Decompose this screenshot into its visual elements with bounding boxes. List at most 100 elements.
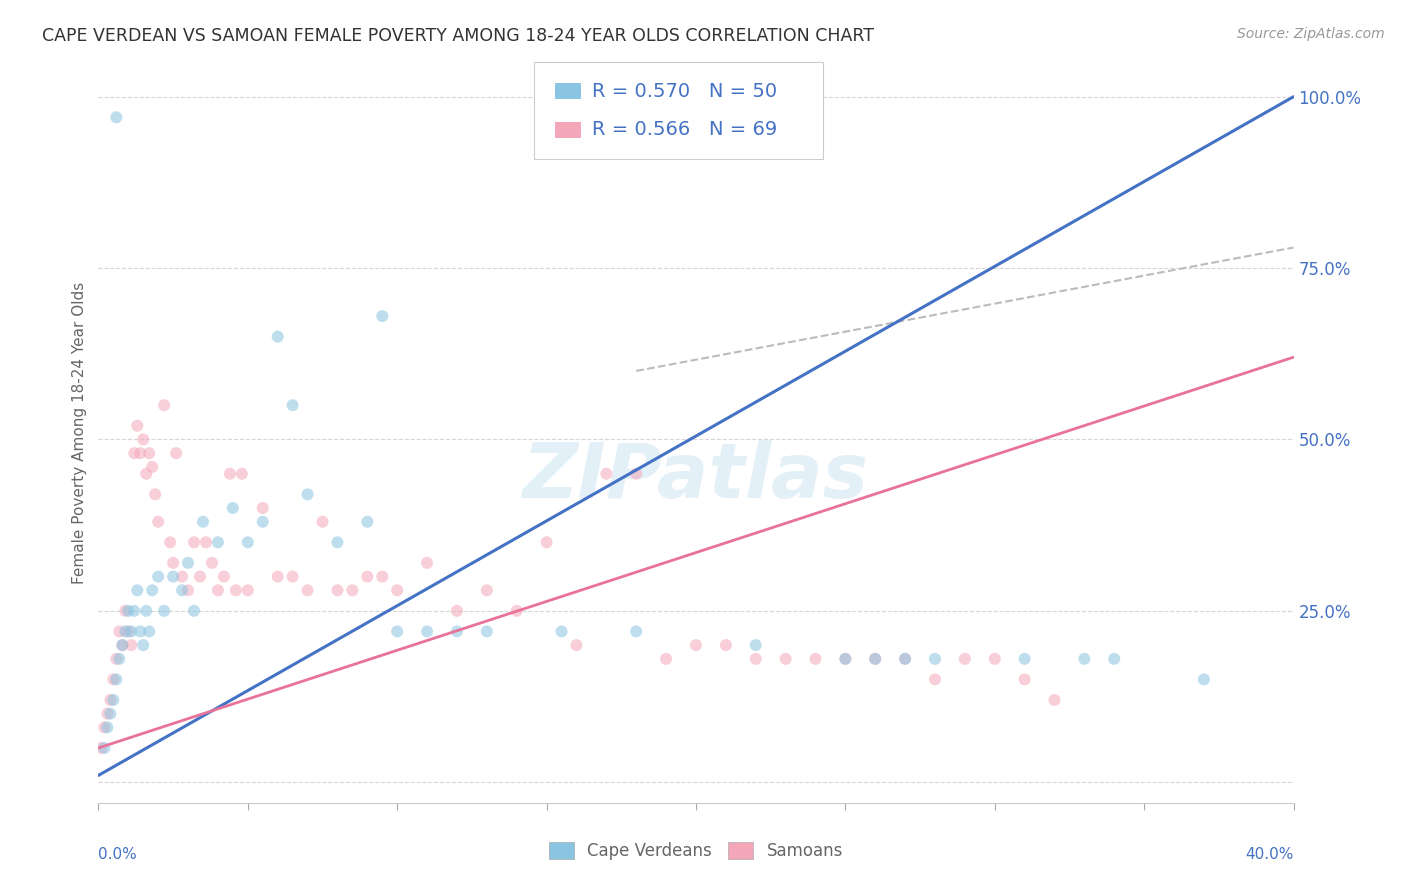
Point [127,418,149,433]
Point [129,446,152,460]
Point [267,569,290,583]
Point [117,604,139,618]
Point [267,329,290,343]
Point [924,652,946,666]
Point [141,583,163,598]
Point [138,446,160,460]
Point [165,446,187,460]
Point [93,741,115,756]
Point [219,467,242,481]
Point [114,624,136,639]
Point [865,652,887,666]
Point [117,624,139,639]
Point [655,652,678,666]
Point [108,624,131,639]
Point [236,535,259,549]
Point [143,487,166,501]
Point [96,720,118,734]
Point [1014,652,1036,666]
Point [111,638,134,652]
Point [103,673,125,687]
Point [595,467,617,481]
Point [1014,673,1036,687]
Point [356,515,378,529]
Point [626,467,648,481]
Point [326,535,349,549]
Text: R = 0.566   N = 69: R = 0.566 N = 69 [592,120,778,139]
Point [135,467,157,481]
Point [111,638,134,652]
Point [183,535,205,549]
Point [536,535,558,549]
Point [311,515,333,529]
Point [124,446,146,460]
Point [141,459,163,474]
Point [416,624,439,639]
Point [231,467,253,481]
Text: CAPE VERDEAN VS SAMOAN FEMALE POVERTY AMONG 18-24 YEAR OLDS CORRELATION CHART: CAPE VERDEAN VS SAMOAN FEMALE POVERTY AM… [42,27,875,45]
Point [356,569,378,583]
Point [201,556,224,570]
Text: 0.0%: 0.0% [98,847,138,863]
Point [225,583,247,598]
Point [105,652,128,666]
Point [105,110,128,124]
Point [135,604,157,618]
Point [148,569,170,583]
Point [120,638,142,652]
Point [177,556,200,570]
Point [475,624,498,639]
Point [172,569,194,583]
Point [191,515,214,529]
Text: 40.0%: 40.0% [1246,847,1294,863]
Point [894,652,917,666]
Point [132,638,155,652]
Point [371,309,394,323]
Point [127,583,149,598]
Point [714,638,737,652]
Point [1043,693,1066,707]
Point [98,693,122,707]
Point [626,624,648,639]
Point [90,741,112,756]
Y-axis label: Female Poverty Among 18-24 Year Olds: Female Poverty Among 18-24 Year Olds [72,282,87,583]
Text: R = 0.570   N = 50: R = 0.570 N = 50 [592,82,778,101]
Point [804,652,827,666]
Point [281,569,304,583]
Point [252,515,274,529]
Text: Source: ZipAtlas.com: Source: ZipAtlas.com [1237,27,1385,41]
Point [297,583,319,598]
Point [188,569,211,583]
Point [236,583,259,598]
Point [297,487,319,501]
Point [222,501,245,516]
Point [124,604,146,618]
Point [894,652,917,666]
Point [162,556,184,570]
Point [183,604,205,618]
Point [177,583,200,598]
Point [207,535,229,549]
Point [984,652,1007,666]
Point [745,652,768,666]
Point [129,624,152,639]
Point [1073,652,1095,666]
Point [446,604,468,618]
Point [108,652,131,666]
Point [416,556,439,570]
Legend: Cape Verdeans, Samoans: Cape Verdeans, Samoans [540,834,852,869]
Point [138,624,160,639]
Point [685,638,707,652]
Point [162,569,184,583]
Point [342,583,364,598]
Point [745,638,768,652]
Point [775,652,797,666]
Point [446,624,468,639]
Point [953,652,976,666]
Point [212,569,235,583]
Point [385,583,409,598]
Point [96,706,118,721]
Point [834,652,856,666]
Point [924,673,946,687]
Point [153,398,176,412]
